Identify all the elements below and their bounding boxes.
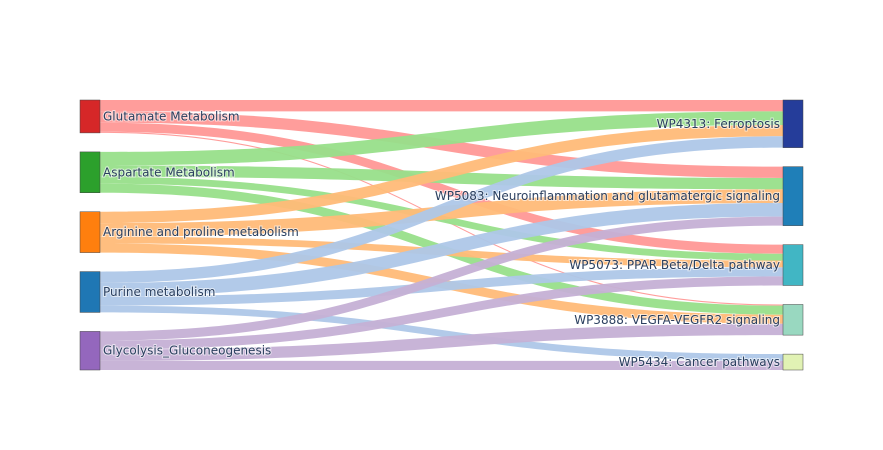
node-neu[interactable] — [782, 166, 804, 226]
link-glu-to-ppar[interactable] — [100, 122, 783, 254]
node-label-neu: WP5083: Neuroinflammation and glutamater… — [435, 189, 780, 203]
link-pur-to-can[interactable] — [100, 305, 783, 361]
node-ppar[interactable] — [782, 244, 804, 286]
node-glu[interactable] — [79, 99, 101, 134]
node-label-arg: Arginine and proline metabolism — [103, 225, 299, 239]
link-pur-to-fer[interactable] — [100, 136, 783, 283]
node-label-ppar: WP5073: PPAR Beta/Delta pathway — [569, 258, 780, 272]
node-can[interactable] — [782, 353, 804, 371]
link-asp-to-fer[interactable] — [100, 111, 783, 166]
link-pur-to-ppar[interactable] — [100, 267, 783, 306]
link-gly-to-neu[interactable] — [100, 216, 783, 341]
node-label-gly: Glycolysis_Gluconeogenesis — [103, 344, 271, 358]
link-gly-to-can[interactable] — [100, 360, 783, 370]
sankey-nodes — [79, 99, 804, 371]
link-arg-to-fer[interactable] — [100, 124, 783, 224]
link-pur-to-neu[interactable] — [100, 202, 783, 297]
node-label-glu: Glutamate Metabolism — [103, 109, 240, 123]
node-asp[interactable] — [79, 151, 101, 193]
node-label-asp: Aspartate Metabolism — [103, 165, 235, 179]
node-label-fer: WP4313: Ferroptosis — [657, 117, 780, 131]
node-pur[interactable] — [79, 271, 101, 313]
node-label-pur: Purine metabolism — [103, 285, 215, 299]
sankey-links — [100, 100, 783, 370]
node-arg[interactable] — [79, 211, 101, 253]
node-label-vegf: WP3888: VEGFA-VEGFR2 signaling — [574, 313, 780, 327]
node-label-can: WP5434: Cancer pathways — [619, 355, 780, 369]
node-vegf[interactable] — [782, 304, 804, 336]
node-fer[interactable] — [782, 99, 804, 148]
link-glu-to-fer[interactable] — [100, 100, 783, 112]
node-gly[interactable] — [79, 331, 101, 371]
sankey-labels: Glutamate Metabolism Aspartate Metabolism… — [102, 108, 781, 370]
link-gly-to-ppar[interactable] — [100, 276, 783, 350]
link-gly-to-vegf[interactable] — [100, 323, 783, 361]
